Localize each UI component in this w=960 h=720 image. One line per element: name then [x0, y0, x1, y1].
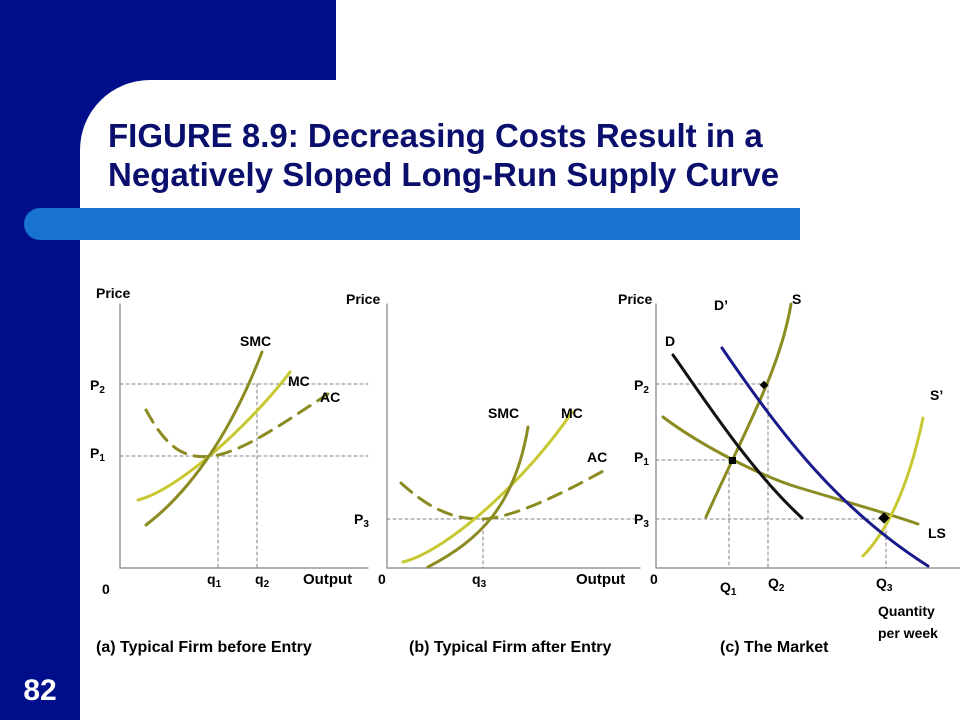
panel-c-x-axis-label-line-1: Quantity — [878, 603, 935, 619]
panel-c-q3-label: Q3 — [876, 575, 893, 594]
panel-a-smc-curve — [144, 350, 264, 527]
panel-c-equilibrium-point-2 — [759, 380, 769, 390]
panel-b-caption: (b) Typical Firm after Entry — [409, 639, 612, 656]
panel-b-smc-curve — [426, 425, 530, 569]
panel-c-d-prime-label: D’ — [714, 297, 728, 313]
panel-c-p1-label: P1 — [634, 449, 649, 468]
panel-b-x-axis-label: Output — [576, 571, 625, 588]
panel-a-p2-label: P2 — [90, 377, 105, 396]
content-panel — [80, 80, 960, 720]
panel-c-d-curve — [671, 353, 804, 520]
panel-b-mc-label: MC — [561, 405, 583, 421]
slide-title: FIGURE 8.9: Decreasing Costs Result in a… — [108, 116, 948, 194]
panel-a-q1-label: q1 — [207, 571, 222, 590]
panel-b-smc-label: SMC — [488, 405, 519, 421]
panel-c-equilibrium-point-3 — [878, 512, 890, 524]
page-number: 82 — [23, 674, 57, 707]
panel-c-equilibrium-point-1 — [729, 457, 736, 464]
background-left-stripe — [0, 0, 80, 720]
panel-c-x-axis-label-line-2: per week — [878, 625, 938, 641]
panel-a-caption: (a) Typical Firm before Entry — [96, 639, 312, 656]
panel-b — [386, 303, 641, 569]
panel-a — [119, 303, 369, 569]
panel-b-q3-label: q3 — [472, 571, 487, 590]
panel-c-d-label: D — [665, 333, 675, 349]
panel-c-d-prime-curve — [720, 346, 930, 568]
panel-b-mc-curve — [401, 410, 574, 564]
panel-c-ls-curve — [661, 415, 920, 526]
panel-a-ac-curve — [144, 392, 330, 459]
panel-c-p2-label: P2 — [634, 377, 649, 396]
slide-title-line-1: FIGURE 8.9: Decreasing Costs Result in a — [108, 117, 763, 154]
panel-a-p1-label: P1 — [90, 445, 105, 464]
panel-a-mc-label: MC — [288, 373, 310, 389]
panel-c-ls-label: LS — [928, 525, 946, 541]
panel-b-ac-label: AC — [587, 449, 607, 465]
panel-c-origin-label: 0 — [650, 571, 658, 587]
panel-c-s-label: S — [792, 291, 801, 307]
panel-a-y-axis-label: Price — [96, 285, 130, 301]
panel-a-q2-label: q2 — [255, 571, 270, 590]
panel-a-smc-label: SMC — [240, 333, 271, 349]
panel-a-x-axis-label: Output — [303, 571, 352, 588]
panel-c-s-prime-curve — [861, 416, 925, 558]
panel-c-q2-label: Q2 — [768, 575, 785, 594]
accent-bar — [24, 208, 800, 240]
panel-c — [655, 302, 960, 569]
panel-a-mc-curve — [136, 370, 292, 502]
panel-b-p3-label: P3 — [354, 511, 369, 530]
panel-b-origin-label: 0 — [378, 571, 386, 587]
slide-title-line-2: Negatively Sloped Long-Run Supply Curve — [108, 156, 780, 193]
panel-a-ac-label: AC — [320, 389, 340, 405]
panel-c-s-curve — [704, 302, 793, 519]
panel-c-y-axis-label: Price — [618, 291, 652, 307]
panel-a-origin-label: 0 — [102, 581, 110, 597]
panel-b-ac-curve — [399, 468, 607, 521]
panel-c-caption: (c) The Market — [720, 639, 829, 656]
panel-b-y-axis-label: Price — [346, 291, 380, 307]
panel-c-p3-label: P3 — [634, 511, 649, 530]
panel-c-q1-label: Q1 — [720, 579, 737, 598]
panel-c-s-prime-label: S’ — [930, 387, 943, 403]
